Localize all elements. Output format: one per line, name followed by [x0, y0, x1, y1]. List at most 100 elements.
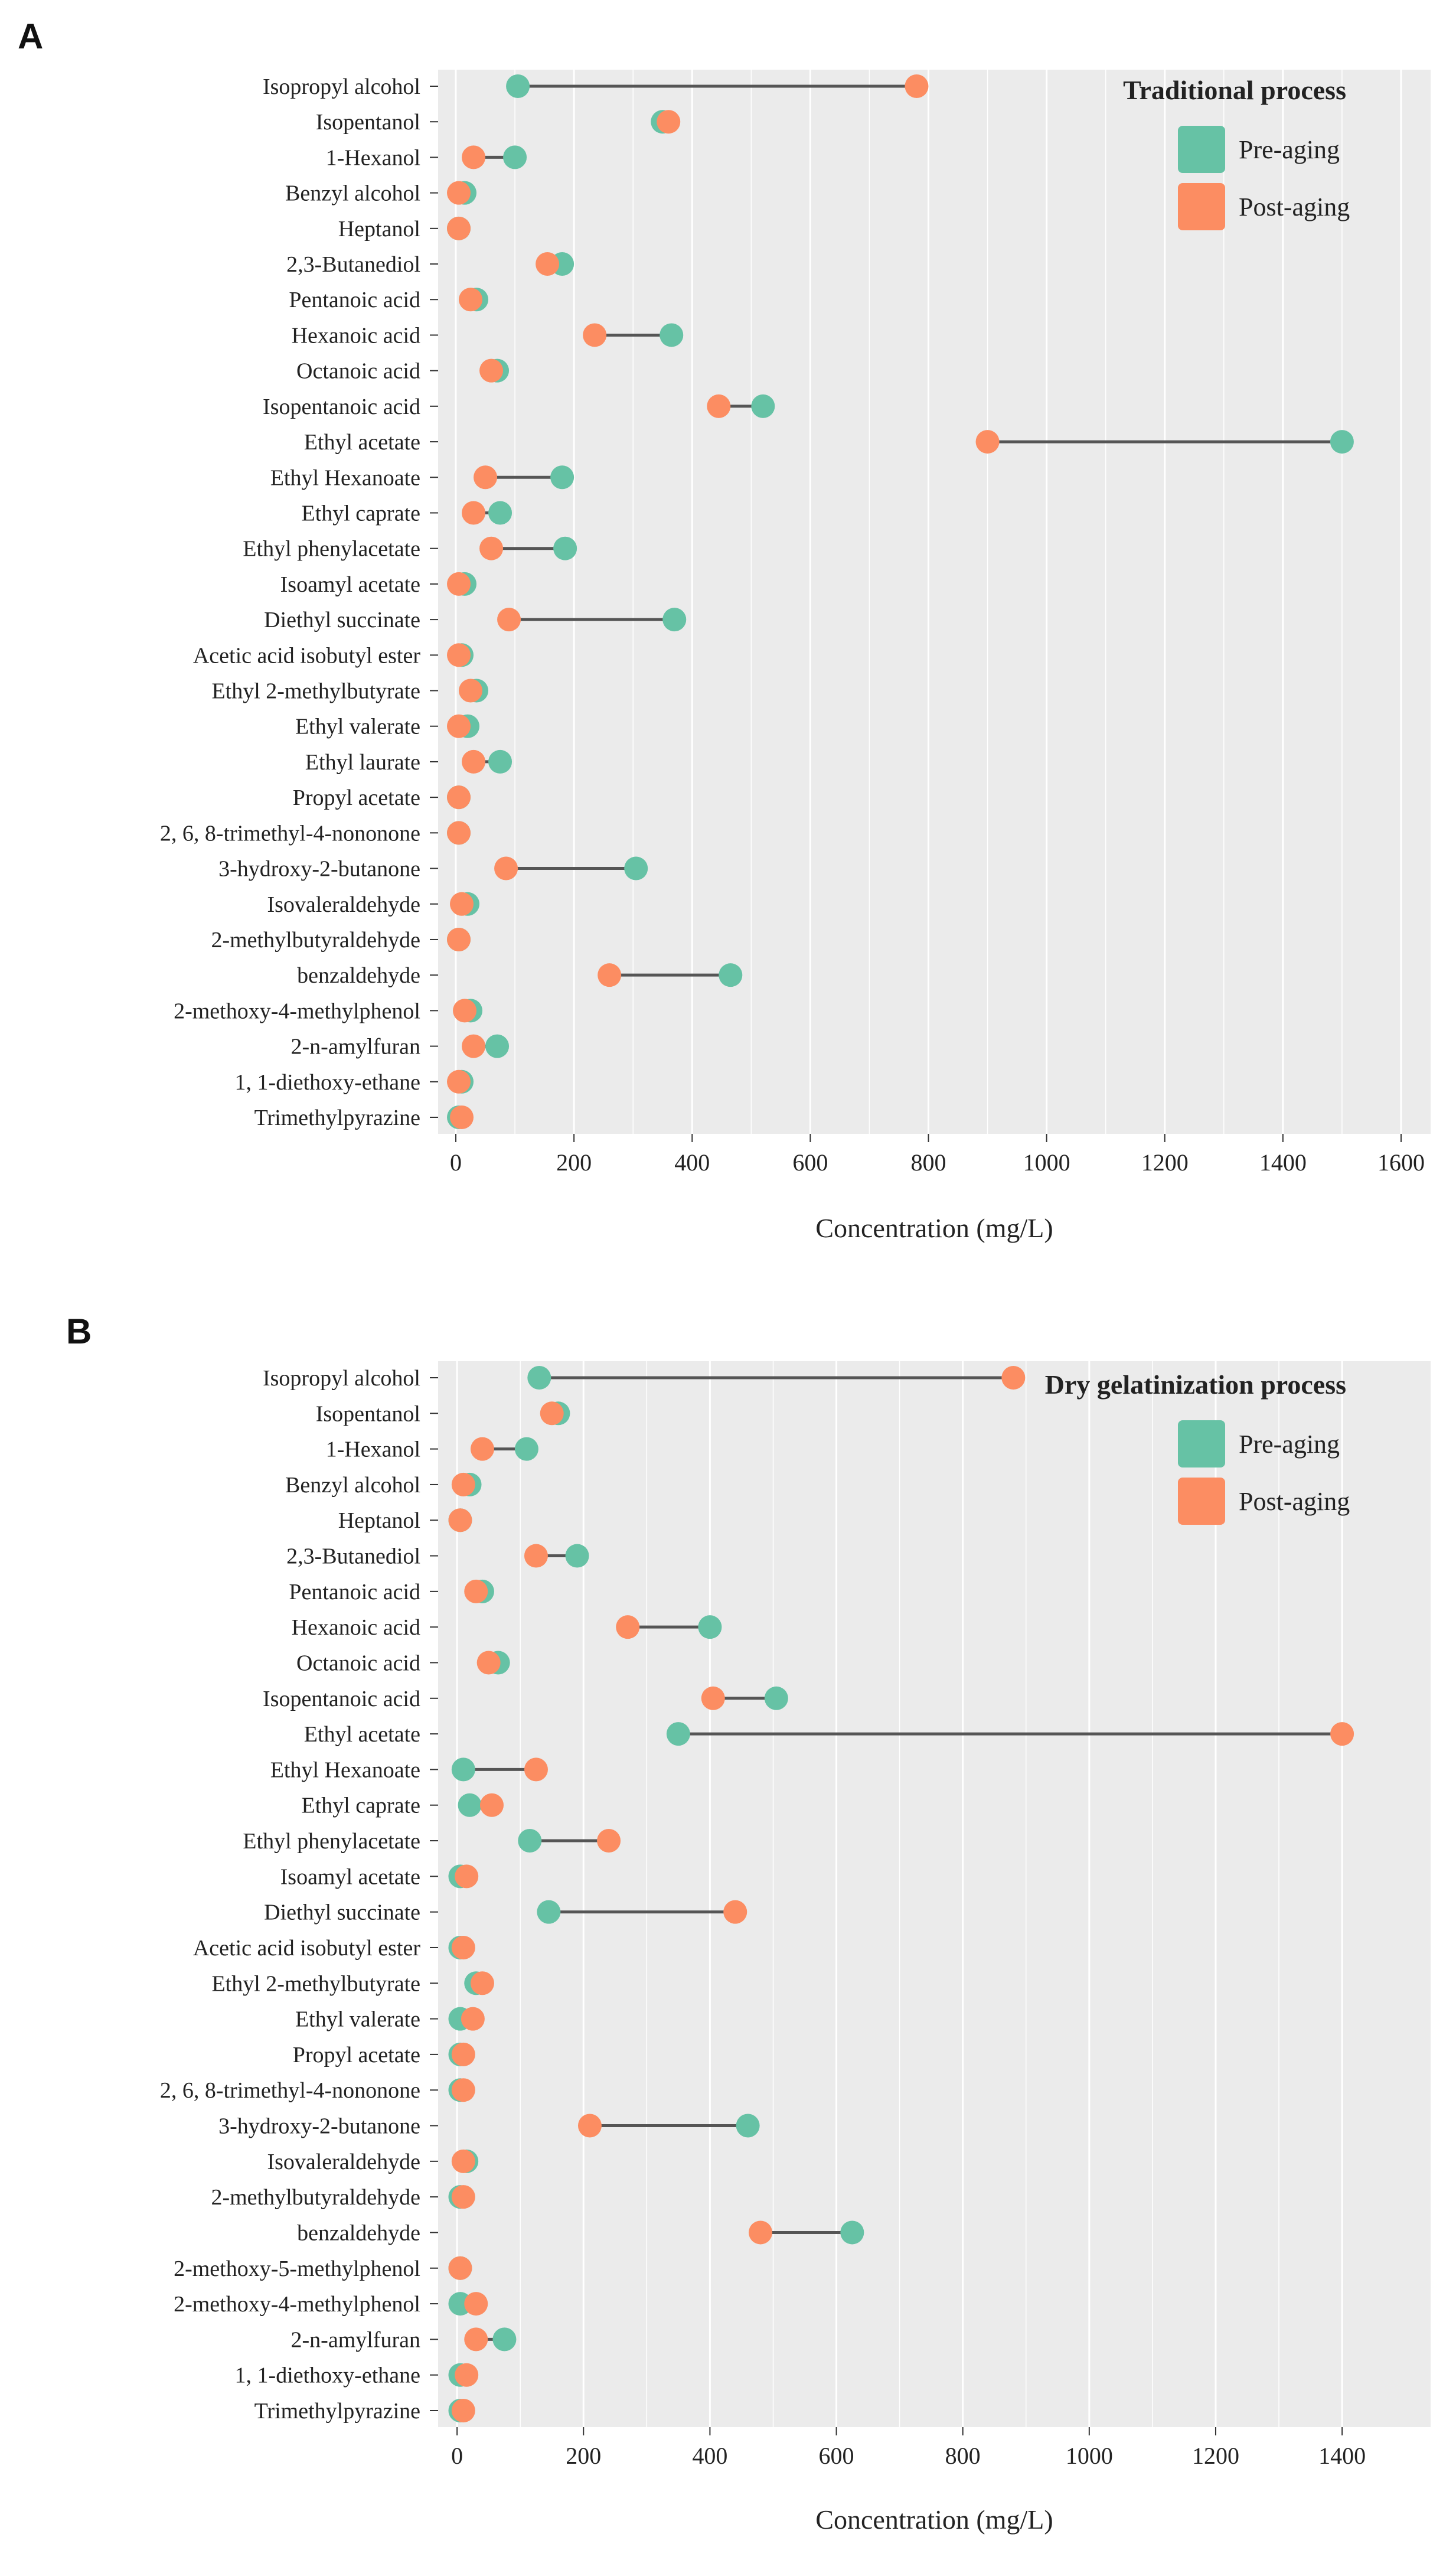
- legend-label: Post-aging: [1239, 193, 1350, 221]
- category-label: Octanoic acid: [296, 359, 420, 384]
- category-label: 1, 1-diethoxy-ethane: [235, 2363, 420, 2388]
- x-axis-title: Concentration (mg/L): [815, 1213, 1053, 1243]
- x-tick-label: 400: [692, 2442, 727, 2469]
- x-tick-label: 1000: [1023, 1149, 1070, 1176]
- category-label: Acetic acid isobutyl ester: [193, 1936, 420, 1961]
- category-label: Ethyl phenylacetate: [243, 537, 420, 562]
- panel-label: B: [66, 1312, 92, 1351]
- pre-aging-point: [506, 74, 530, 98]
- category-label: 2-n-amylfuran: [291, 2327, 420, 2352]
- post-aging-point: [583, 323, 607, 347]
- category-label: Ethyl Hexanoate: [270, 1757, 420, 1782]
- category-label: Isopentanoic acid: [263, 394, 420, 419]
- category-label: benzaldehyde: [297, 963, 420, 988]
- category-label: 3-hydroxy-2-butanone: [218, 2114, 420, 2139]
- category-label: Ethyl acetate: [304, 1722, 420, 1747]
- x-tick-label: 1600: [1377, 1149, 1425, 1176]
- chart-panel-B: B Isopropyl alcohol Isopentanol 1-Hexanol Be…: [66, 1312, 1431, 2535]
- category-label: Benzyl alcohol: [285, 1473, 420, 1498]
- x-tick-label: 1400: [1259, 1149, 1307, 1176]
- pre-aging-point: [518, 1829, 542, 1853]
- category-label: Diethyl succinate: [264, 1900, 420, 1925]
- category-label: Ethyl acetate: [304, 430, 420, 455]
- legend-label: Pre-aging: [1239, 1430, 1340, 1459]
- post-aging-point: [451, 2042, 475, 2066]
- category-label: Hexanoic acid: [292, 1615, 420, 1640]
- category-label: Ethyl caprate: [301, 501, 420, 526]
- x-tick-label: 0: [450, 1149, 462, 1176]
- pre-aging-point: [553, 536, 577, 560]
- post-aging-point: [447, 1069, 471, 1094]
- category-label: Diethyl succinate: [264, 608, 420, 632]
- pre-aging-point: [488, 501, 512, 525]
- x-tick-label: 600: [819, 2442, 854, 2469]
- panel-label: A: [18, 17, 43, 56]
- post-aging-point: [1001, 1366, 1026, 1390]
- x-tick-label: 1200: [1192, 2442, 1239, 2469]
- category-label: Propyl acetate: [293, 2043, 420, 2067]
- legend-label: Post-aging: [1239, 1487, 1350, 1516]
- pre-aging-point: [503, 145, 527, 169]
- post-aging-point: [461, 2007, 485, 2031]
- post-aging-point: [479, 358, 504, 383]
- pre-aging-point: [485, 1034, 510, 1058]
- post-aging-point: [657, 110, 681, 134]
- x-tick-label: 1200: [1141, 1149, 1189, 1176]
- category-label: 2,3-Butanediol: [286, 1544, 420, 1569]
- category-label: Isovaleraldehyde: [267, 2150, 420, 2174]
- post-aging-point: [448, 1508, 472, 1532]
- category-label: 2, 6, 8-trimethyl-4-nononone: [160, 2078, 420, 2103]
- post-aging-point: [464, 2292, 488, 2316]
- category-label: 2,3-Butanediol: [286, 252, 420, 277]
- x-tick-label: 800: [945, 2442, 981, 2469]
- pre-aging-point: [719, 963, 743, 987]
- category-label: Ethyl 2-methylbutyrate: [211, 679, 420, 704]
- post-aging-point: [448, 2256, 472, 2280]
- pre-aging-point: [488, 749, 512, 774]
- category-label: Octanoic acid: [296, 1651, 420, 1675]
- post-aging-point: [1330, 1722, 1354, 1746]
- post-aging-point: [455, 2363, 479, 2387]
- legend: Traditional process Pre-aging Post-aging: [1123, 75, 1350, 230]
- post-aging-point: [597, 1829, 621, 1853]
- post-aging-point: [447, 216, 471, 240]
- post-aging-point: [451, 2078, 475, 2102]
- pre-aging-point: [662, 608, 687, 632]
- plot-background: [438, 1361, 1431, 2427]
- category-label: Isopropyl alcohol: [263, 74, 420, 99]
- post-aging-point: [462, 501, 486, 525]
- category-label: 2-n-amylfuran: [291, 1035, 420, 1059]
- pre-aging-point: [1330, 430, 1354, 454]
- category-label: Pentanoic acid: [289, 288, 420, 312]
- pre-aging-point: [840, 2220, 864, 2245]
- category-label: Heptanol: [338, 1508, 420, 1533]
- legend: Dry gelatinization process Pre-aging Post-…: [1045, 1369, 1350, 1525]
- x-tick-label: 1000: [1066, 2442, 1113, 2469]
- chart-panel-A: A Isopropyl alcohol Isopentanol 1-Hexanol Be…: [18, 17, 1431, 1243]
- legend-key-pre-aging: [1178, 1420, 1225, 1467]
- pre-aging-point: [751, 394, 775, 418]
- post-aging-point: [540, 1401, 564, 1426]
- pre-aging-point: [666, 1722, 690, 1746]
- post-aging-point: [598, 963, 622, 987]
- post-aging-point: [455, 1864, 479, 1889]
- category-label: 2-methylbutyraldehyde: [211, 2185, 420, 2210]
- post-aging-point: [451, 1472, 475, 1496]
- category-label: Ethyl Hexanoate: [270, 465, 420, 490]
- x-tick-label: 400: [674, 1149, 710, 1176]
- category-label: Isoamyl acetate: [280, 1864, 420, 1889]
- category-label: Ethyl laurate: [305, 750, 420, 775]
- post-aging-point: [459, 679, 483, 703]
- category-label: Benzyl alcohol: [285, 181, 420, 206]
- pre-aging-point: [451, 1757, 475, 1782]
- legend-key-post-aging: [1178, 1478, 1225, 1525]
- pre-aging-point: [624, 856, 648, 880]
- post-aging-point: [464, 1579, 488, 1603]
- category-label: 2-methoxy-4-methylphenol: [174, 999, 420, 1023]
- category-label: Trimethylpyrazine: [254, 2399, 420, 2424]
- category-label: 1-Hexanol: [326, 1437, 420, 1462]
- x-tick-label: 600: [792, 1149, 828, 1176]
- post-aging-point: [723, 1900, 747, 1924]
- post-aging-point: [494, 856, 518, 880]
- post-aging-point: [905, 74, 929, 98]
